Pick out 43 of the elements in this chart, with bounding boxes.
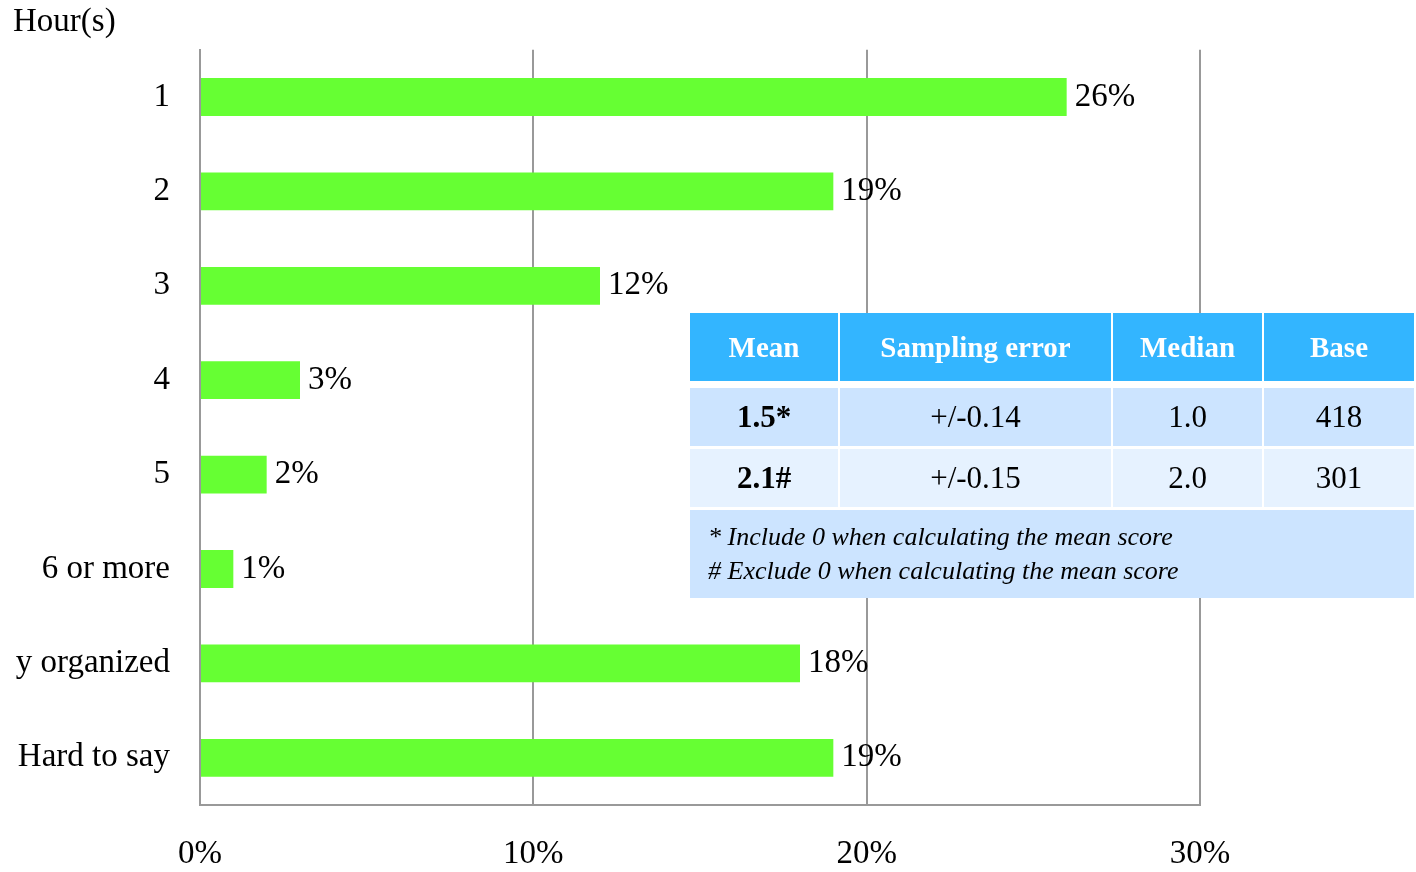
data-label: 18% — [808, 643, 869, 680]
data-label: 19% — [841, 737, 902, 774]
y-tick-label: Hard to say — [17, 737, 171, 774]
bar — [201, 550, 234, 588]
annotation: +/-0.14 — [840, 388, 1111, 446]
annotation: 1.0 — [1113, 388, 1262, 446]
bar — [201, 738, 834, 777]
bar — [201, 78, 1067, 116]
annotation: Median — [1113, 313, 1262, 381]
x-tick-label: 30% — [1169, 834, 1231, 871]
x-tick-label: 20% — [836, 834, 897, 871]
bar — [201, 266, 600, 305]
data-label: 26% — [1074, 76, 1136, 113]
text: 301 — [1264, 449, 1414, 507]
text: 418 — [1264, 388, 1414, 446]
annotation: * Include 0 when calculating the mean score — [708, 521, 1174, 553]
y-axis-title: Hour(s) — [13, 2, 116, 39]
y-tick-label: 3 — [153, 265, 170, 302]
annotation: 1.5* — [690, 388, 838, 446]
annotation: # Exclude 0 when calculating the mean score — [708, 555, 1180, 587]
data-label: 1% — [241, 548, 286, 585]
data-label: 19% — [841, 171, 902, 208]
annotation: 2.0 — [1113, 449, 1262, 507]
y-tick-label: 4 — [153, 359, 170, 396]
annotation: Sampling error — [840, 313, 1111, 381]
data-label: 2% — [274, 454, 319, 491]
y-tick-label: 6 or more — [41, 548, 170, 585]
y-tick-label: y organized — [15, 643, 171, 680]
annotation: +/-0.15 — [840, 449, 1111, 507]
y-tick-label: 1 — [153, 76, 170, 113]
x-tick-label: 0% — [178, 834, 222, 871]
bar — [201, 172, 834, 211]
data-label: 12% — [608, 265, 669, 302]
data-label: 3% — [308, 359, 352, 396]
bar — [201, 361, 300, 400]
y-tick-label: 5 — [153, 454, 170, 491]
y-tick-label: 2 — [153, 171, 170, 208]
bar — [201, 455, 267, 494]
annotation: Mean — [690, 313, 838, 381]
text: Base — [1264, 313, 1414, 381]
annotation: 2.1# — [690, 449, 838, 507]
x-tick-label: 10% — [503, 834, 564, 871]
bar — [201, 644, 800, 683]
